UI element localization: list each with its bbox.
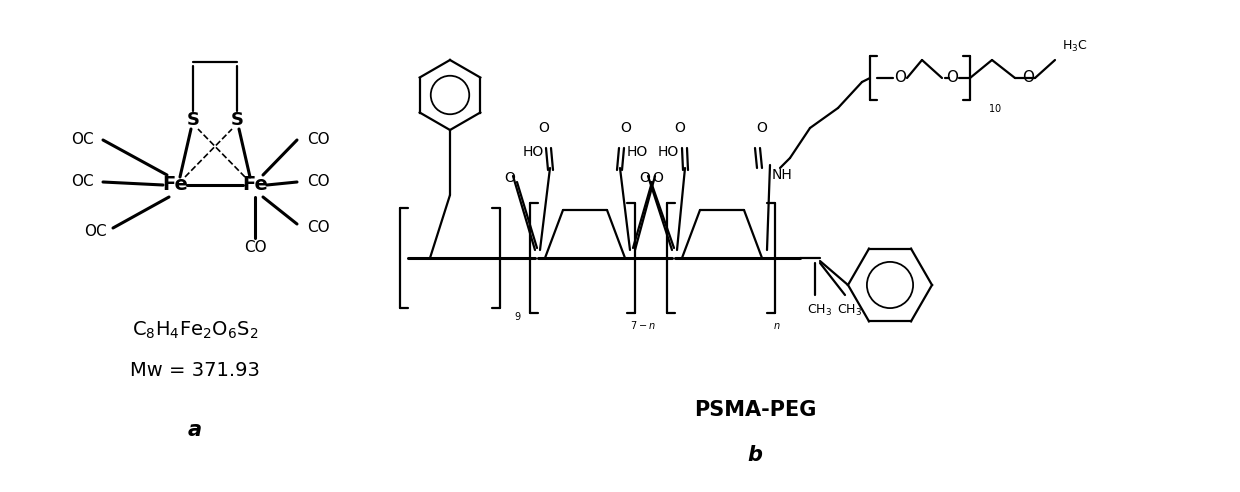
Text: S: S xyxy=(231,111,243,129)
Text: NH: NH xyxy=(773,168,792,182)
Text: O: O xyxy=(620,121,631,135)
Text: CO: CO xyxy=(244,241,267,255)
Text: O: O xyxy=(652,171,663,185)
Text: O: O xyxy=(505,171,516,185)
Text: $_{10}$: $_{10}$ xyxy=(988,101,1002,115)
Text: H$_3$C: H$_3$C xyxy=(1063,38,1087,54)
Text: Mw = 371.93: Mw = 371.93 xyxy=(130,361,260,379)
Text: O: O xyxy=(640,171,651,185)
Text: PSMA-PEG: PSMA-PEG xyxy=(694,400,816,420)
Text: CH$_3$: CH$_3$ xyxy=(807,303,832,317)
Text: Fe: Fe xyxy=(162,176,188,194)
Text: CO: CO xyxy=(306,132,330,148)
Text: O: O xyxy=(946,70,959,86)
Text: OC: OC xyxy=(71,175,93,189)
Text: Fe: Fe xyxy=(242,176,268,194)
Text: $_{7-n}$: $_{7-n}$ xyxy=(630,318,656,332)
Text: HO: HO xyxy=(522,145,543,159)
Text: HO: HO xyxy=(657,145,678,159)
Text: a: a xyxy=(188,420,202,440)
Text: O: O xyxy=(538,121,549,135)
Text: OC: OC xyxy=(71,132,93,148)
Text: O: O xyxy=(756,121,768,135)
Text: CH$_3$: CH$_3$ xyxy=(837,303,863,317)
Text: O: O xyxy=(675,121,686,135)
Text: O: O xyxy=(1022,70,1034,86)
Text: O: O xyxy=(894,70,906,86)
Text: $\mathrm{C_8H_4Fe_2O_6S_2}$: $\mathrm{C_8H_4Fe_2O_6S_2}$ xyxy=(131,319,258,340)
Text: OC: OC xyxy=(83,224,107,240)
Text: HO: HO xyxy=(626,145,647,159)
Text: S: S xyxy=(186,111,200,129)
Text: $_n$: $_n$ xyxy=(773,318,781,332)
Text: CO: CO xyxy=(306,175,330,189)
Text: CO: CO xyxy=(306,220,330,236)
Text: b: b xyxy=(748,445,763,465)
Text: $_9$: $_9$ xyxy=(515,309,522,323)
